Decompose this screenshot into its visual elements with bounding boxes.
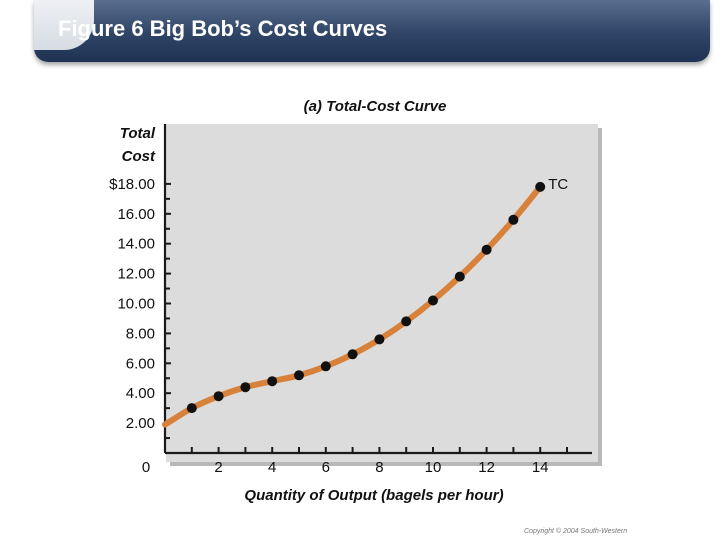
data-point <box>401 316 412 327</box>
data-point <box>294 370 304 381</box>
x-tick-label: 2 <box>214 459 222 476</box>
data-point <box>267 376 278 387</box>
y-tick-label: 12.00 <box>117 266 155 283</box>
y-axis-label-line1: Total <box>120 125 156 142</box>
plot-panel <box>166 124 598 462</box>
data-point <box>374 334 385 345</box>
x-tick-label: 12 <box>478 459 495 476</box>
x-axis-label: Quantity of Output (bagels per hour) <box>244 487 503 504</box>
y-tick-label: $18.00 <box>109 176 155 193</box>
panel-title: (a) Total-Cost Curve <box>304 98 447 115</box>
data-point <box>535 181 546 192</box>
data-point <box>428 295 438 306</box>
x-tick-label: 8 <box>375 459 383 476</box>
origin-label: 0 <box>142 459 150 476</box>
x-tick-label: 14 <box>532 459 549 476</box>
y-tick-label: 10.00 <box>117 296 155 313</box>
y-tick-label: 8.00 <box>126 325 155 342</box>
y-tick-label: 6.00 <box>126 355 155 372</box>
slide-title: Figure 6 Big Bob’s Cost Curves <box>58 16 388 41</box>
data-point <box>320 361 331 372</box>
data-point <box>240 382 251 393</box>
data-point <box>186 403 197 414</box>
copyright-notice: Copyright © 2004 South-Western <box>524 528 628 535</box>
x-tick-label: 4 <box>268 459 276 476</box>
x-tick-label: 6 <box>322 459 330 476</box>
ticks: 2.00 4.00 6.00 8.00 10.00 12.00 14.00 16.00 $18.… <box>109 176 568 476</box>
data-point <box>481 244 492 255</box>
y-tick-label: 16.00 <box>117 206 155 223</box>
y-tick-label: 4.00 <box>126 385 155 402</box>
data-point <box>347 349 358 360</box>
title-bar <box>34 0 710 62</box>
data-point <box>454 271 465 282</box>
series-label-tc: TC <box>548 176 568 193</box>
data-point <box>508 214 519 225</box>
title-bar-corner-decoration <box>34 0 94 50</box>
y-tick-label: 14.00 <box>117 236 155 253</box>
y-axis-label-line2: Cost <box>122 148 156 165</box>
data-point <box>213 391 224 402</box>
y-tick-label: 2.00 <box>126 415 155 432</box>
x-tick-label: 10 <box>425 459 442 476</box>
points-layer <box>186 181 546 414</box>
